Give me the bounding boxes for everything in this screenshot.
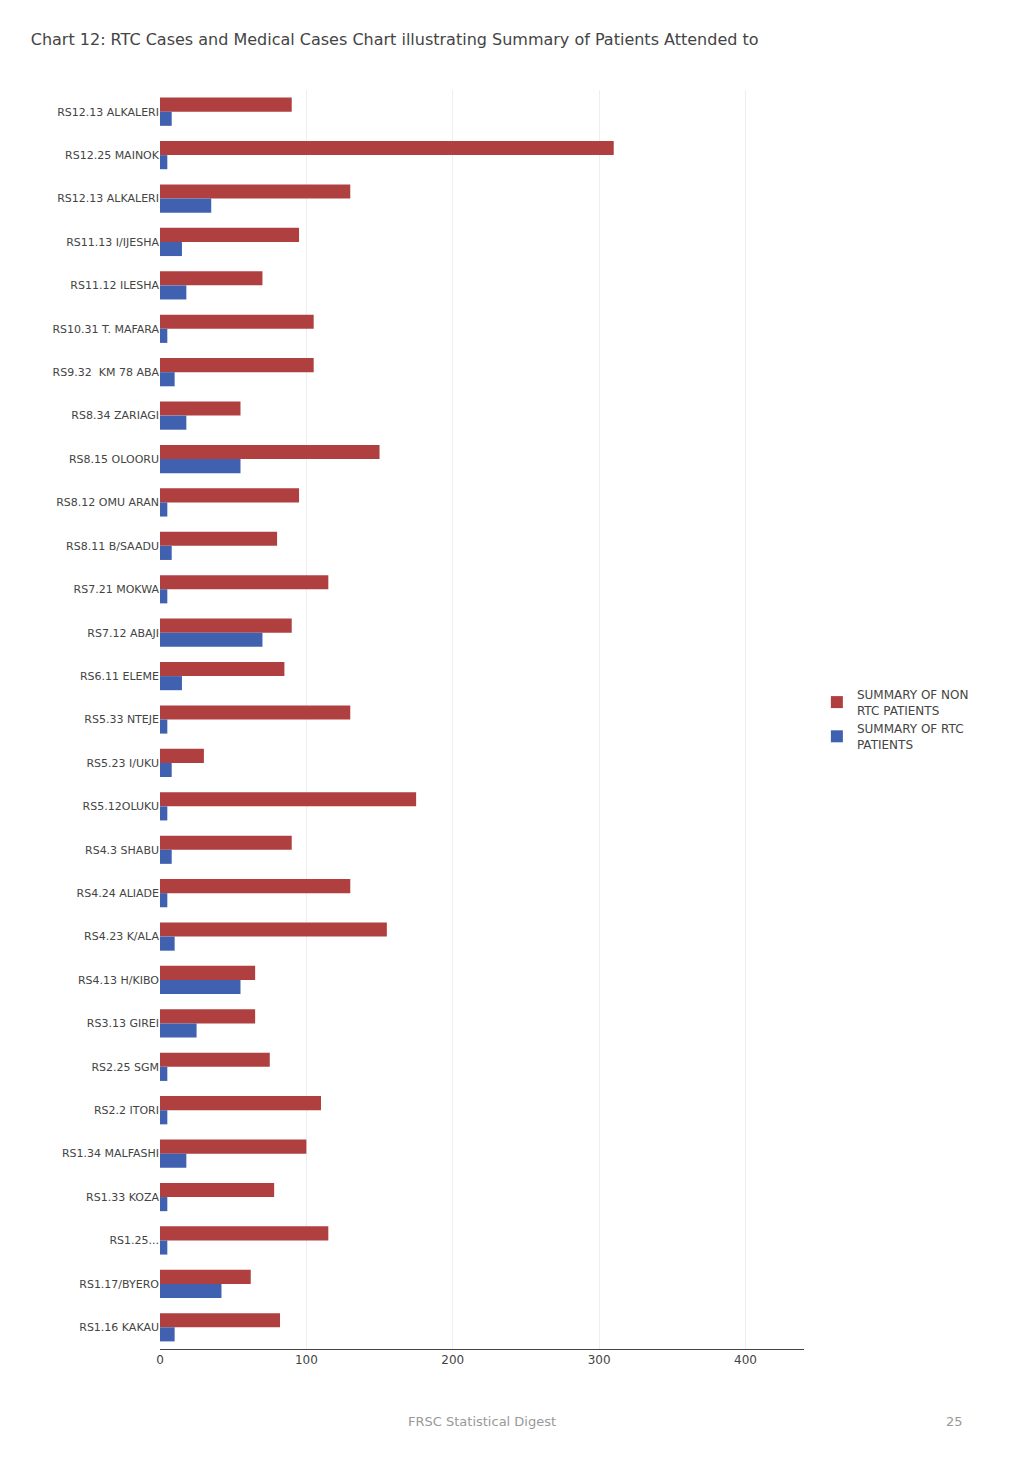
svg-text:Chart 12: RTC Cases and Medica: Chart 12: RTC Cases and Medical Cases Ch… [31, 30, 759, 49]
svg-text:RS1.17/BYERO: RS1.17/BYERO [79, 1278, 159, 1291]
svg-text:0: 0 [156, 1353, 164, 1367]
svg-text:25: 25 [946, 1414, 963, 1429]
svg-text:RS2.2 ITORI: RS2.2 ITORI [94, 1104, 159, 1117]
svg-text:RS12.25 MAINOK: RS12.25 MAINOK [65, 149, 160, 162]
svg-text:300: 300 [588, 1353, 611, 1367]
svg-text:RS2.25 SGM: RS2.25 SGM [91, 1061, 159, 1074]
svg-text:RS6.11 ELEME: RS6.11 ELEME [80, 670, 159, 683]
svg-text:RS1.16 KAKAU: RS1.16 KAKAU [79, 1321, 159, 1334]
svg-text:RS11.13 I/IJESHA: RS11.13 I/IJESHA [66, 236, 159, 249]
svg-text:RS8.11 B/SAADU: RS8.11 B/SAADU [66, 540, 159, 553]
svg-text:SUMMARY OF NONRTC PATIENTS: SUMMARY OF NONRTC PATIENTS [857, 688, 969, 718]
svg-text:RS5.23 I/UKU: RS5.23 I/UKU [86, 757, 159, 770]
svg-text:RS1.34 MALFASHI: RS1.34 MALFASHI [62, 1147, 159, 1160]
svg-text:RS7.21 MOKWA: RS7.21 MOKWA [74, 583, 160, 596]
svg-text:100: 100 [295, 1353, 318, 1367]
svg-text:RS8.34 ZARIAGI: RS8.34 ZARIAGI [71, 409, 159, 422]
svg-text:RS11.12 ILESHA: RS11.12 ILESHA [70, 279, 159, 292]
svg-text:RS1.25...: RS1.25... [109, 1234, 159, 1247]
svg-text:RS5.33 NTEJE: RS5.33 NTEJE [84, 713, 159, 726]
svg-text:RS9.32 KM 78 ABA: RS9.32 KM 78 ABA [53, 366, 160, 379]
svg-text:SUMMARY OF RTCPATIENTS: SUMMARY OF RTCPATIENTS [857, 722, 964, 752]
svg-text:RS12.13 ALKALERI: RS12.13 ALKALERI [57, 192, 159, 205]
svg-text:RS8.15 OLOORU: RS8.15 OLOORU [69, 453, 159, 466]
svg-text:RS3.13 GIREI: RS3.13 GIREI [87, 1017, 159, 1030]
svg-text:RS1.33 KOZA: RS1.33 KOZA [86, 1191, 159, 1204]
svg-text:RS4.3 SHABU: RS4.3 SHABU [85, 844, 159, 857]
svg-text:RS4.24 ALIADE: RS4.24 ALIADE [77, 887, 160, 900]
svg-text:RS7.12 ABAJI: RS7.12 ABAJI [87, 627, 159, 640]
svg-text:RS8.12 OMU ARAN: RS8.12 OMU ARAN [56, 496, 159, 509]
svg-text:400: 400 [734, 1353, 757, 1367]
svg-text:200: 200 [441, 1353, 464, 1367]
svg-text:RS4.13 H/KIBO: RS4.13 H/KIBO [78, 974, 159, 987]
svg-text:RS5.12OLUKU: RS5.12OLUKU [83, 800, 159, 813]
svg-text:RS12.13 ALKALERI: RS12.13 ALKALERI [57, 106, 159, 119]
svg-text:RS10.31 T. MAFARA: RS10.31 T. MAFARA [52, 323, 159, 336]
svg-text:FRSC Statistical Digest: FRSC Statistical Digest [408, 1414, 556, 1429]
svg-text:RS4.23 K/ALA: RS4.23 K/ALA [84, 930, 159, 943]
